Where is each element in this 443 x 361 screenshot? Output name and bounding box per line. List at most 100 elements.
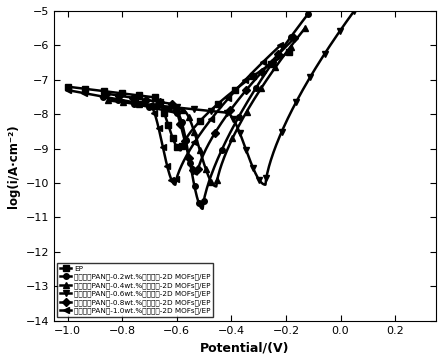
静电纺丝PAN膜-0.2wt.%（埃洛石-2D MOFs）/EP: [196, 201, 202, 205]
静电纺丝PAN膜-0.2wt.%（埃洛石-2D MOFs）/EP: [161, 108, 166, 112]
静电纺丝PAN膜-0.4wt.%（埃洛石-2D MOFs）/EP: [167, 106, 172, 110]
EP: [153, 95, 158, 100]
静电纺丝PAN膜-0.4wt.%（埃洛石-2D MOFs）/EP: [214, 178, 220, 182]
静电纺丝PAN膜-0.2wt.%（埃洛石-2D MOFs）/EP: [192, 184, 197, 189]
静电纺丝PAN膜-0.4wt.%（埃洛石-2D MOFs）/EP: [186, 115, 191, 119]
静电纺丝PAN膜-0.6wt.%（埃洛石-2D MOFs）/EP: [139, 102, 144, 106]
Line: 静电纺丝PAN膜-0.2wt.%（埃洛石-2D MOFs）/EP: 静电纺丝PAN膜-0.2wt.%（埃洛石-2D MOFs）/EP: [100, 12, 311, 206]
静电纺丝PAN膜-0.4wt.%（埃洛石-2D MOFs）/EP: [230, 136, 235, 140]
静电纺丝PAN膜-1.0wt.%（埃洛石-2D MOFs）/EP: [243, 78, 248, 82]
X-axis label: Potential/(V): Potential/(V): [200, 341, 290, 354]
静电纺丝PAN膜-1.0wt.%（埃洛石-2D MOFs）/EP: [278, 43, 283, 48]
静电纺丝PAN膜-0.2wt.%（埃洛石-2D MOFs）/EP: [236, 115, 241, 119]
静电纺丝PAN膜-0.2wt.%（埃洛石-2D MOFs）/EP: [131, 101, 136, 106]
静电纺丝PAN膜-0.8wt.%（埃洛石-2D MOFs）/EP: [190, 168, 196, 172]
静电纺丝PAN膜-0.8wt.%（埃洛石-2D MOFs）/EP: [276, 52, 281, 56]
静电纺丝PAN膜-0.8wt.%（埃洛石-2D MOFs）/EP: [174, 108, 179, 113]
静电纺丝PAN膜-0.2wt.%（埃洛石-2D MOFs）/EP: [101, 95, 106, 99]
静电纺丝PAN膜-1.0wt.%（埃洛石-2D MOFs）/EP: [174, 177, 179, 181]
静电纺丝PAN膜-0.8wt.%（埃洛石-2D MOFs）/EP: [103, 91, 109, 96]
静电纺丝PAN膜-1.0wt.%（埃洛石-2D MOFs）/EP: [82, 91, 87, 95]
静电纺丝PAN膜-0.8wt.%（埃洛石-2D MOFs）/EP: [144, 98, 149, 102]
静电纺丝PAN膜-0.2wt.%（埃洛石-2D MOFs）/EP: [253, 86, 258, 91]
静电纺丝PAN膜-0.8wt.%（埃洛石-2D MOFs）/EP: [169, 102, 175, 106]
静电纺丝PAN膜-0.6wt.%（埃洛石-2D MOFs）/EP: [279, 130, 284, 134]
静电纺丝PAN膜-0.4wt.%（埃洛石-2D MOFs）/EP: [244, 109, 249, 114]
Legend: EP, 静电纺丝PAN膜-0.2wt.%（埃洛石-2D MOFs）/EP, 静电纺丝PAN膜-0.4wt.%（埃洛石-2D MOFs）/EP, 静电纺丝PAN膜: EP, 静电纺丝PAN膜-0.2wt.%（埃洛石-2D MOFs）/EP, 静电…: [58, 263, 214, 317]
静电纺丝PAN膜-0.8wt.%（埃洛石-2D MOFs）/EP: [117, 93, 122, 98]
静电纺丝PAN膜-0.6wt.%（埃洛石-2D MOFs）/EP: [208, 109, 214, 113]
静电纺丝PAN膜-0.4wt.%（埃洛石-2D MOFs）/EP: [191, 130, 197, 134]
静电纺丝PAN膜-1.0wt.%（埃洛石-2D MOFs）/EP: [169, 178, 174, 182]
静电纺丝PAN膜-0.6wt.%（埃洛石-2D MOFs）/EP: [237, 131, 242, 135]
Line: EP: EP: [65, 49, 291, 150]
静电纺丝PAN膜-0.6wt.%（埃洛石-2D MOFs）/EP: [257, 178, 262, 182]
静电纺丝PAN膜-0.2wt.%（埃洛石-2D MOFs）/EP: [201, 199, 206, 203]
静电纺丝PAN膜-0.4wt.%（埃洛石-2D MOFs）/EP: [303, 26, 308, 30]
静电纺丝PAN膜-0.8wt.%（埃洛石-2D MOFs）/EP: [244, 88, 249, 92]
EP: [198, 118, 203, 123]
静电纺丝PAN膜-0.6wt.%（埃洛石-2D MOFs）/EP: [250, 166, 256, 170]
静电纺丝PAN膜-1.0wt.%（埃洛石-2D MOFs）/EP: [160, 144, 165, 149]
EP: [82, 87, 88, 91]
EP: [286, 50, 291, 55]
静电纺丝PAN膜-0.4wt.%（埃洛石-2D MOFs）/EP: [203, 166, 208, 171]
Line: 静电纺丝PAN膜-1.0wt.%（埃洛石-2D MOFs）/EP: 静电纺丝PAN膜-1.0wt.%（埃洛石-2D MOFs）/EP: [65, 43, 283, 183]
EP: [119, 91, 124, 95]
EP: [215, 102, 221, 106]
静电纺丝PAN膜-0.8wt.%（埃洛石-2D MOFs）/EP: [157, 100, 162, 104]
静电纺丝PAN膜-0.4wt.%（埃洛石-2D MOFs）/EP: [180, 108, 186, 112]
静电纺丝PAN膜-0.2wt.%（埃洛石-2D MOFs）/EP: [179, 120, 184, 124]
静电纺丝PAN膜-0.6wt.%（埃洛石-2D MOFs）/EP: [307, 75, 313, 79]
静电纺丝PAN膜-0.4wt.%（埃洛石-2D MOFs）/EP: [209, 179, 214, 184]
静电纺丝PAN膜-0.4wt.%（埃洛石-2D MOFs）/EP: [258, 86, 264, 91]
EP: [174, 145, 179, 149]
静电纺丝PAN膜-0.2wt.%（埃洛石-2D MOFs）/EP: [187, 161, 193, 165]
静电纺丝PAN膜-0.2wt.%（埃洛石-2D MOFs）/EP: [288, 35, 293, 39]
静电纺丝PAN膜-0.8wt.%（埃洛石-2D MOFs）/EP: [130, 96, 136, 100]
静电纺丝PAN膜-0.6wt.%（埃洛石-2D MOFs）/EP: [191, 107, 196, 112]
静电纺丝PAN膜-0.4wt.%（埃洛石-2D MOFs）/EP: [288, 44, 293, 49]
静电纺丝PAN膜-0.6wt.%（埃洛石-2D MOFs）/EP: [293, 100, 299, 105]
静电纺丝PAN膜-0.4wt.%（埃洛石-2D MOFs）/EP: [136, 102, 142, 106]
静电纺丝PAN膜-0.2wt.%（埃洛石-2D MOFs）/EP: [146, 105, 152, 109]
静电纺丝PAN膜-0.8wt.%（埃洛石-2D MOFs）/EP: [182, 139, 187, 143]
静电纺丝PAN膜-0.2wt.%（埃洛石-2D MOFs）/EP: [183, 138, 189, 143]
静电纺丝PAN膜-0.4wt.%（埃洛石-2D MOFs）/EP: [197, 148, 202, 152]
静电纺丝PAN膜-1.0wt.%（埃洛石-2D MOFs）/EP: [226, 96, 231, 100]
EP: [101, 89, 107, 93]
静电纺丝PAN膜-0.4wt.%（埃洛石-2D MOFs）/EP: [121, 100, 126, 104]
EP: [65, 84, 70, 89]
静电纺丝PAN膜-1.0wt.%（埃洛石-2D MOFs）/EP: [156, 126, 161, 130]
Line: 静电纺丝PAN膜-0.8wt.%（埃洛石-2D MOFs）/EP: 静电纺丝PAN膜-0.8wt.%（埃洛石-2D MOFs）/EP: [103, 36, 297, 173]
静电纺丝PAN膜-1.0wt.%（埃洛石-2D MOFs）/EP: [209, 117, 214, 121]
静电纺丝PAN膜-0.6wt.%（埃洛石-2D MOFs）/EP: [337, 29, 342, 33]
静电纺丝PAN膜-0.6wt.%（埃洛石-2D MOFs）/EP: [264, 175, 269, 180]
静电纺丝PAN膜-0.8wt.%（埃洛石-2D MOFs）/EP: [212, 131, 218, 135]
Line: 静电纺丝PAN膜-0.6wt.%（埃洛石-2D MOFs）/EP: 静电纺丝PAN膜-0.6wt.%（埃洛石-2D MOFs）/EP: [139, 8, 357, 183]
静电纺丝PAN膜-0.6wt.%（埃洛石-2D MOFs）/EP: [322, 52, 327, 56]
静电纺丝PAN膜-0.2wt.%（埃洛石-2D MOFs）/EP: [305, 12, 311, 17]
静电纺丝PAN膜-0.6wt.%（埃洛石-2D MOFs）/EP: [224, 110, 229, 115]
静电纺丝PAN膜-1.0wt.%（埃洛石-2D MOFs）/EP: [164, 164, 170, 168]
静电纺丝PAN膜-0.8wt.%（埃洛石-2D MOFs）/EP: [187, 156, 192, 160]
静电纺丝PAN膜-0.4wt.%（埃洛石-2D MOFs）/EP: [106, 98, 111, 103]
静电纺丝PAN膜-0.6wt.%（埃洛石-2D MOFs）/EP: [231, 117, 236, 122]
静电纺丝PAN膜-0.4wt.%（埃洛石-2D MOFs）/EP: [152, 104, 157, 108]
EP: [268, 61, 274, 66]
静电纺丝PAN膜-0.6wt.%（埃洛石-2D MOFs）/EP: [155, 104, 161, 108]
静电纺丝PAN膜-1.0wt.%（埃洛石-2D MOFs）/EP: [65, 88, 70, 92]
静电纺丝PAN膜-0.2wt.%（埃洛石-2D MOFs）/EP: [219, 148, 225, 152]
静电纺丝PAN膜-1.0wt.%（埃洛石-2D MOFs）/EP: [261, 59, 266, 64]
Line: 静电纺丝PAN膜-0.4wt.%（埃洛石-2D MOFs）/EP: 静电纺丝PAN膜-0.4wt.%（埃洛石-2D MOFs）/EP: [106, 25, 308, 184]
EP: [166, 123, 171, 127]
静电纺丝PAN膜-0.2wt.%（埃洛石-2D MOFs）/EP: [270, 60, 276, 65]
静电纺丝PAN膜-1.0wt.%（埃洛石-2D MOFs）/EP: [132, 100, 138, 105]
EP: [157, 100, 163, 105]
静电纺丝PAN膜-0.6wt.%（埃洛石-2D MOFs）/EP: [351, 9, 357, 13]
EP: [233, 87, 238, 92]
静电纺丝PAN膜-0.8wt.%（埃洛石-2D MOFs）/EP: [259, 70, 264, 74]
EP: [161, 110, 167, 115]
静电纺丝PAN膜-0.8wt.%（埃洛石-2D MOFs）/EP: [178, 122, 183, 126]
静电纺丝PAN膜-0.8wt.%（埃洛石-2D MOFs）/EP: [195, 167, 201, 171]
